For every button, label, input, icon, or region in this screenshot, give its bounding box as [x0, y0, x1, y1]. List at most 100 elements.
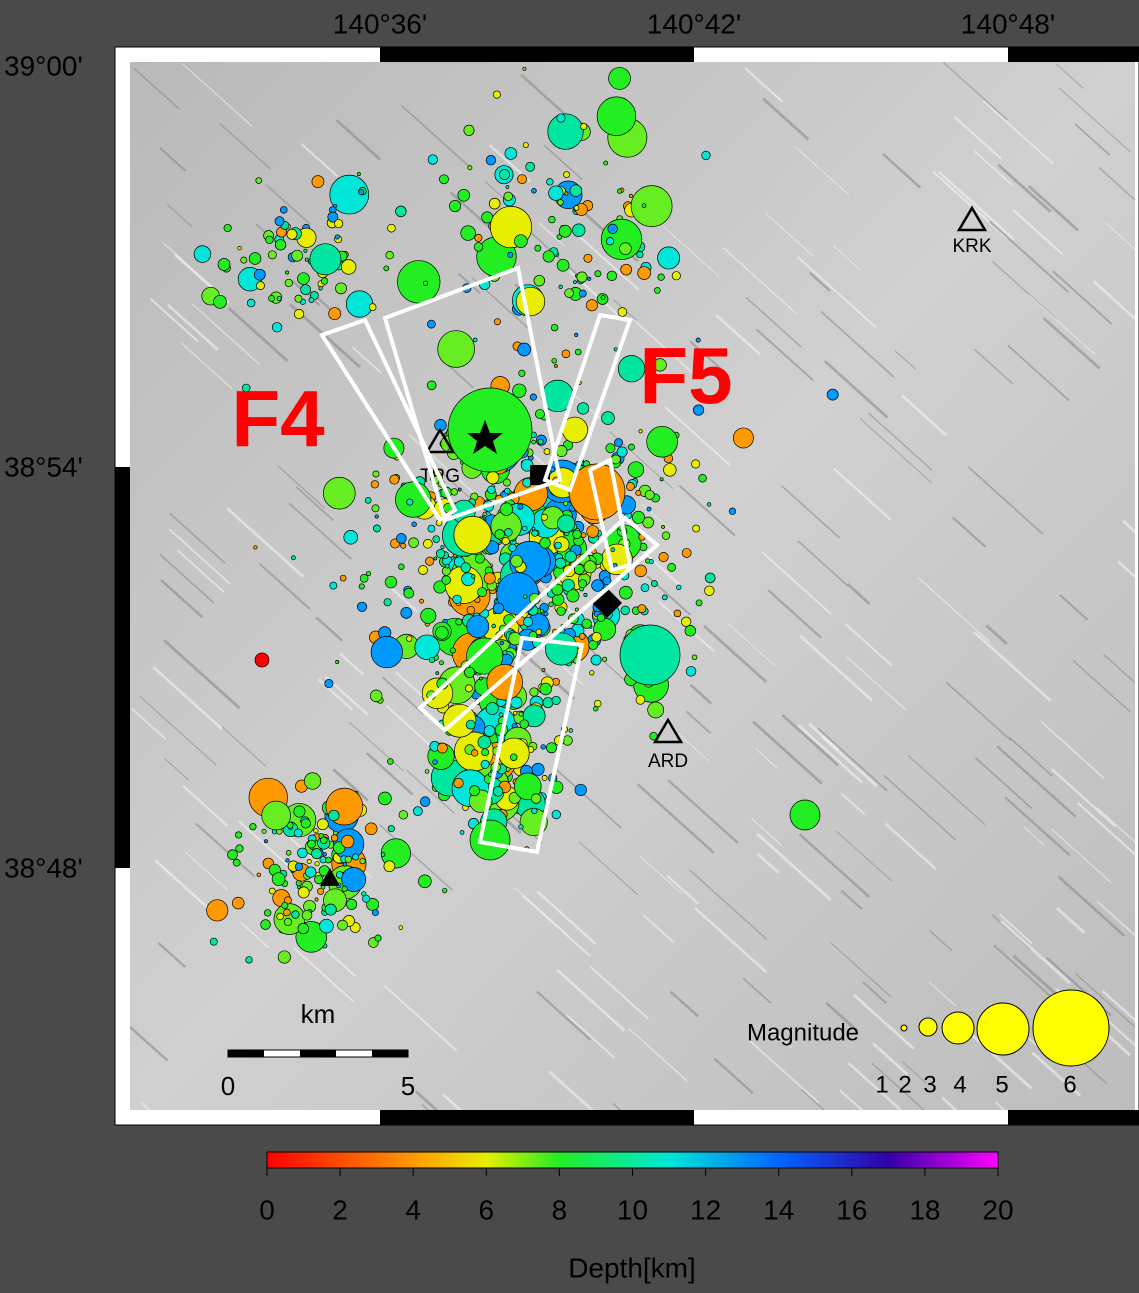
earthquake	[540, 538, 551, 549]
colorbar-title: Depth[km]	[568, 1252, 696, 1283]
earthquake	[301, 285, 311, 295]
scale-unit: km	[301, 999, 336, 1029]
earthquake	[587, 277, 591, 281]
earthquake	[292, 911, 300, 919]
earthquake	[346, 291, 373, 318]
earthquake	[371, 636, 402, 667]
earthquake	[632, 511, 644, 523]
earthquake	[266, 236, 274, 244]
colorbar-tick-label: 16	[836, 1194, 867, 1225]
earthquake	[464, 667, 474, 677]
earthquake	[573, 530, 582, 539]
magnitude-circle	[977, 1003, 1029, 1055]
frame-tick	[380, 47, 694, 62]
earthquake	[210, 938, 217, 945]
colorbar-tick-label: 14	[763, 1194, 794, 1225]
earthquake	[454, 778, 464, 788]
earthquake	[458, 488, 461, 491]
earthquake	[238, 246, 242, 250]
earthquake	[532, 763, 544, 775]
earthquake	[284, 918, 291, 925]
earthquake	[542, 775, 547, 780]
earthquake	[396, 206, 407, 217]
earthquake	[425, 557, 433, 565]
earthquake	[541, 745, 546, 750]
earthquake	[482, 749, 489, 756]
earthquake	[375, 515, 379, 519]
earthquake	[370, 690, 382, 702]
earthquake	[325, 904, 336, 915]
frame-tick	[1008, 47, 1139, 62]
earthquake	[626, 482, 634, 490]
earthquake	[475, 234, 482, 241]
earthquake	[518, 175, 527, 184]
colorbar-tick-label: 2	[332, 1194, 348, 1225]
earthquake	[619, 586, 632, 599]
earthquake	[420, 797, 430, 807]
earthquake	[552, 696, 560, 704]
earthquake	[549, 216, 556, 223]
earthquake	[541, 514, 547, 520]
earthquake	[427, 320, 435, 328]
earthquake	[344, 530, 358, 544]
earthquake	[543, 251, 554, 262]
earthquake	[272, 830, 276, 834]
earthquake	[543, 697, 553, 707]
earthquake	[304, 249, 307, 252]
earthquake	[264, 910, 271, 917]
earthquake	[574, 333, 577, 336]
earthquake	[294, 829, 302, 837]
earthquake	[523, 142, 528, 147]
earthquake	[565, 551, 576, 562]
earthquake	[702, 151, 711, 160]
earthquake	[691, 460, 699, 468]
earthquake	[505, 148, 517, 160]
earthquake	[331, 835, 338, 842]
earthquake	[664, 464, 677, 477]
earthquake	[516, 287, 545, 316]
earthquake	[532, 188, 537, 193]
earthquake	[514, 235, 527, 248]
earthquake	[693, 525, 700, 532]
earthquake	[636, 695, 645, 704]
earthquake	[434, 557, 437, 560]
earthquake	[369, 304, 376, 311]
earthquake	[468, 166, 472, 170]
earthquake	[628, 462, 644, 478]
earthquake	[283, 909, 290, 916]
earthquake	[423, 539, 432, 548]
earthquake	[451, 489, 458, 496]
earthquake	[509, 544, 516, 551]
magnitude-circle	[919, 1018, 937, 1036]
map-figure: KRK TRG ARD F4 F5 140°36' 140°42' 140°48…	[0, 0, 1139, 1288]
earthquake	[362, 895, 369, 902]
earthquake	[526, 162, 535, 171]
colorbar-tick-label: 20	[982, 1194, 1013, 1225]
earthquake	[557, 114, 565, 122]
magnitude-circle	[1033, 990, 1109, 1066]
earthquake	[549, 186, 564, 201]
earthquake	[587, 526, 599, 538]
earthquake	[621, 606, 630, 615]
earthquake	[504, 529, 512, 537]
earthquake	[406, 636, 412, 642]
magnitude-label: 4	[953, 1071, 966, 1098]
earthquake	[548, 114, 583, 149]
earthquake	[631, 186, 672, 227]
earthquake	[535, 409, 544, 418]
earthquake	[280, 206, 287, 213]
earthquake	[554, 364, 557, 367]
earthquake	[628, 444, 634, 450]
earthquake	[384, 266, 389, 271]
earthquake	[287, 229, 297, 239]
earthquake	[341, 260, 356, 275]
earthquake	[505, 488, 510, 493]
earthquake	[597, 97, 636, 136]
earthquake	[418, 565, 427, 574]
earthquake	[409, 538, 419, 548]
earthquake	[608, 224, 618, 234]
earthquake	[707, 503, 711, 507]
earthquake	[540, 609, 544, 613]
earthquake	[399, 926, 403, 930]
earthquake	[523, 595, 527, 599]
